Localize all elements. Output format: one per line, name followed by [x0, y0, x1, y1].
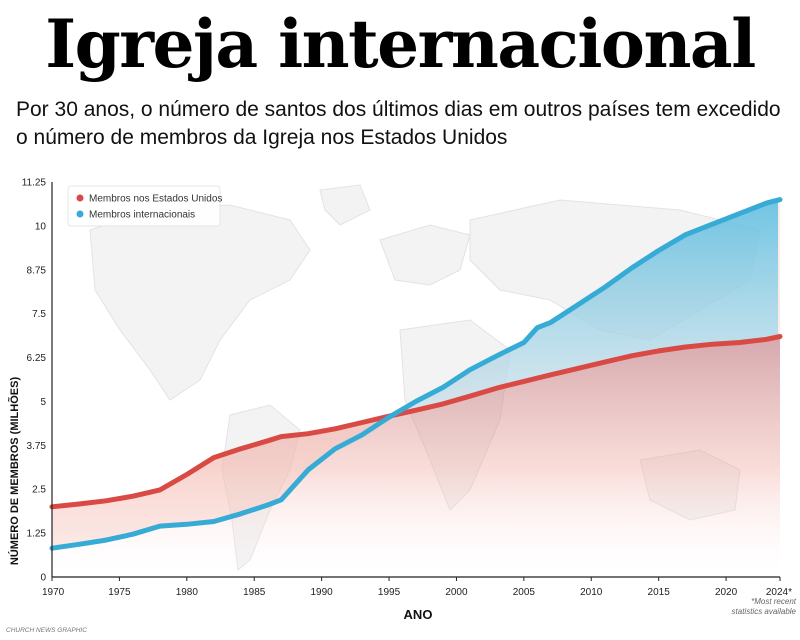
- x-tick-label: 1990: [311, 587, 334, 598]
- x-tick-label: 1975: [108, 587, 131, 598]
- y-tick-label: 10: [35, 221, 47, 232]
- y-tick-label: 11.25: [22, 178, 47, 189]
- legend-label: Membros internacionais: [89, 210, 195, 221]
- footnote-line-1: *Most recent: [751, 597, 797, 606]
- membership-chart: 0 1.25 2.5 3.75 5 6.25 7.5 8.75 10 11.25 1970 1975 1…: [6, 178, 797, 635]
- x-tick-label: 1995: [378, 587, 401, 598]
- y-tick-label: 6.25: [27, 353, 47, 364]
- y-tick-label: 2.5: [32, 485, 46, 496]
- x-tick-label: 2010: [580, 587, 603, 598]
- x-tick-label: 1985: [243, 587, 266, 598]
- x-tick-label: 2005: [513, 587, 536, 598]
- x-tick-label: 2024*: [766, 587, 792, 598]
- y-tick-label: 5: [40, 397, 46, 408]
- x-tick-label: 2015: [648, 587, 671, 598]
- legend-box: [67, 185, 221, 227]
- legend-label: Membros nos Estados Unidos: [89, 194, 222, 205]
- legend-marker: [76, 194, 84, 202]
- chart-subtitle: Por 30 anos, o número de santos dos últi…: [16, 98, 781, 149]
- x-axis-label: ANO: [404, 607, 433, 622]
- intl-series-line: [49, 197, 783, 551]
- y-tick-label: 7.5: [32, 309, 46, 320]
- y-tick-label: 8.75: [27, 265, 47, 276]
- footnote-line-2: statistics available: [732, 607, 797, 616]
- x-tick-label: 2020: [715, 587, 738, 598]
- x-tick-label: 1980: [176, 587, 199, 598]
- chart-title: Igreja internacional: [45, 5, 756, 83]
- y-axis-label: NÚMERO DE MEMBROS (MILHÕES): [8, 377, 21, 566]
- credit-text: CHURCH NEWS GRAPHIC: [6, 627, 87, 634]
- us-series-line: [49, 334, 783, 510]
- gap-shading: [52, 199, 780, 549]
- y-tick-label: 3.75: [27, 441, 47, 452]
- y-tick-label: 1.25: [27, 529, 47, 540]
- x-tick-label: 1970: [42, 587, 65, 598]
- y-tick-label: 0: [40, 573, 46, 584]
- legend-marker: [76, 210, 84, 218]
- chart-legend: Membros nos Estados Unidos Membros intern…: [67, 185, 222, 227]
- x-tick-label: 2000: [445, 587, 468, 598]
